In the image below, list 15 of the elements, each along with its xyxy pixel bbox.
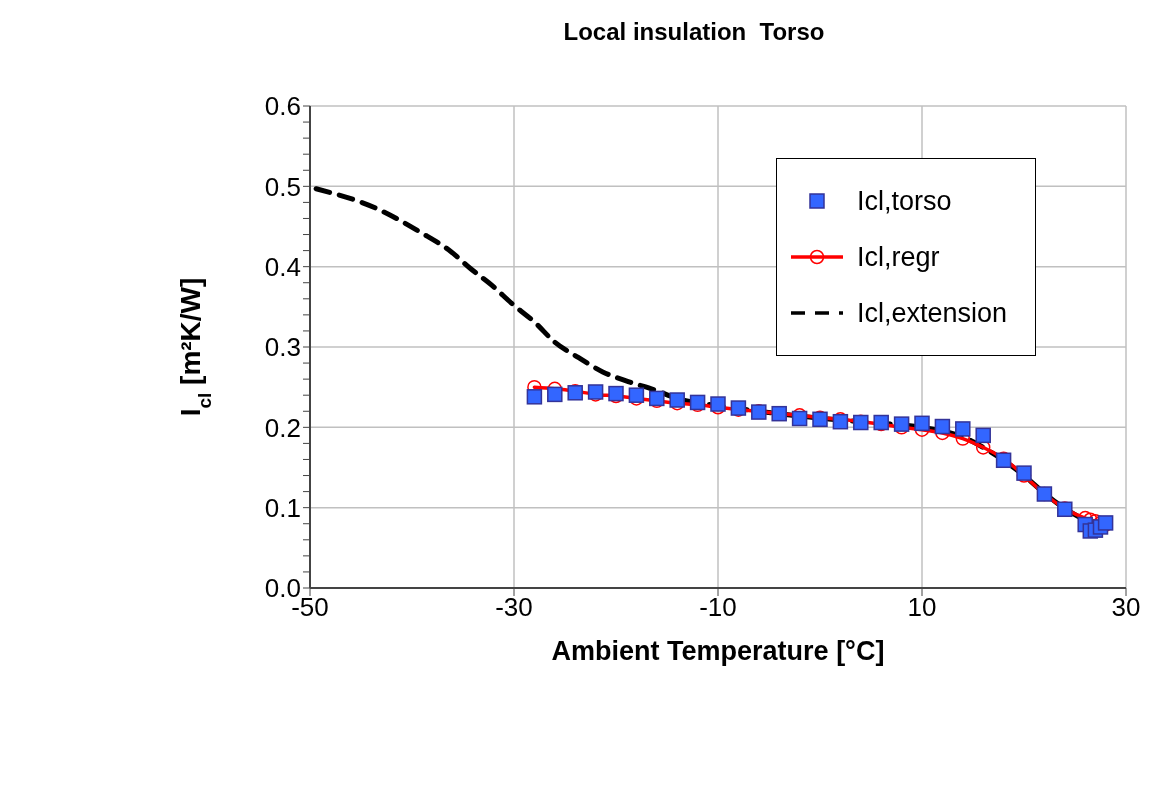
y-tick-label: 0.5 xyxy=(264,171,301,202)
y-tick-label: 0.2 xyxy=(264,412,301,443)
y-tick-label: 0.4 xyxy=(264,251,301,282)
y-tick-label: 0.6 xyxy=(264,91,301,122)
x-tick-label: -10 xyxy=(699,592,737,623)
x-tick-label: 30 xyxy=(1111,592,1141,623)
y-tick-label: 0.1 xyxy=(264,492,301,523)
x-tick-label: 10 xyxy=(907,592,937,623)
x-tick-label: -30 xyxy=(495,592,533,623)
x-axis-title: Ambient Temperature [°C] xyxy=(551,636,885,666)
legend-label: Icl,extension xyxy=(856,297,1007,329)
chart-title: Local insulation Torso xyxy=(562,18,826,46)
legend-label: Icl,regr xyxy=(856,241,940,273)
y-tick-label: 0.3 xyxy=(264,332,301,363)
legend-label: Icl,torso xyxy=(856,185,952,217)
